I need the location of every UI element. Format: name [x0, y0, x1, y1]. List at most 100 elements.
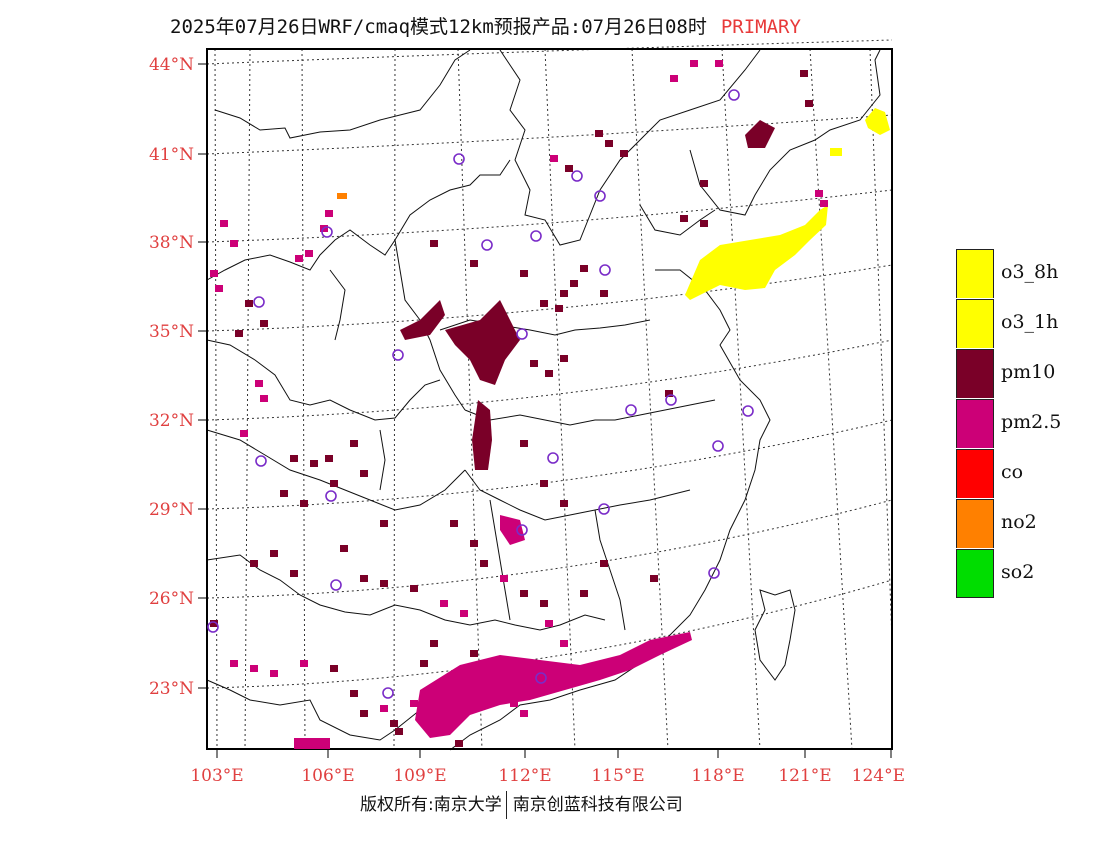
city-marker — [321, 226, 333, 238]
copyright-footer: 版权所有:南京大学 南京创蓝科技有限公司 — [360, 790, 683, 819]
pm10-cell — [360, 710, 368, 717]
pm10-cell — [470, 540, 478, 547]
plot-frame — [206, 48, 893, 750]
city-marker — [535, 672, 547, 684]
pollution-layer — [210, 60, 890, 749]
o3-area-bohai — [685, 205, 828, 300]
pm10-cell — [430, 240, 438, 247]
pm25-cell — [510, 700, 518, 707]
latitude-ticks: 44°N 41°N 38°N 35°N 32°N 29°N 26°N 23°N — [149, 55, 207, 699]
city-marker — [392, 349, 404, 361]
city-marker — [253, 296, 265, 308]
pm25-cell — [550, 155, 558, 162]
pm25-cell — [500, 575, 508, 582]
pm10-area-central — [445, 300, 520, 385]
pm10-cell — [350, 440, 358, 447]
pm10-cell — [540, 480, 548, 487]
pm25-cell — [715, 60, 723, 67]
pm10-cell — [350, 690, 358, 697]
pm10-cell — [330, 480, 338, 487]
legend-swatch — [956, 549, 994, 598]
pm10-cell — [450, 520, 458, 527]
pm10-cell — [580, 590, 588, 597]
legend-item: o3_1h — [956, 299, 1074, 349]
city-marker — [481, 239, 493, 251]
city-marker — [571, 170, 583, 182]
city-marker — [599, 264, 611, 276]
pm10-cell — [540, 600, 548, 607]
lat-label: 41°N — [149, 145, 194, 165]
footer-divider — [505, 791, 507, 819]
pm10-cell — [560, 500, 568, 507]
pm25-area-bottom — [294, 738, 330, 749]
graticule — [206, 39, 893, 751]
pm25-cell — [820, 200, 828, 207]
lon-label: 121°E — [778, 766, 831, 786]
pm10-cell — [595, 130, 603, 137]
pm25-cell — [520, 710, 528, 717]
legend-label: o3_8h — [1001, 261, 1059, 283]
pm10-cell — [340, 545, 348, 552]
pm25-cell — [460, 610, 468, 617]
lat-label: 38°N — [149, 233, 194, 253]
pm25-cell — [300, 660, 308, 667]
pm10-cell — [665, 390, 673, 397]
pm10-cell — [520, 270, 528, 277]
pm10-cell — [470, 260, 478, 267]
pm25-cell — [215, 285, 223, 292]
boundaries — [206, 49, 881, 751]
pm10-cell — [455, 740, 463, 747]
legend-swatch — [956, 349, 994, 398]
pollution-speckles — [210, 60, 828, 747]
pm25-cell — [210, 270, 218, 277]
lat-label: 29°N — [149, 500, 194, 520]
pm10-cell — [280, 490, 288, 497]
legend-item: co — [956, 449, 1074, 499]
pm25-cell — [690, 60, 698, 67]
legend-label: co — [1001, 461, 1024, 483]
longitude-ticks: 103°E 106°E 109°E 112°E 115°E 118°E 121°E 124°E — [190, 749, 905, 786]
pm10-cell — [545, 370, 553, 377]
city-marker — [665, 394, 677, 406]
city-marker — [453, 153, 465, 165]
pm10-area-corridor — [472, 400, 492, 470]
legend-item: o3_8h — [956, 249, 1074, 299]
pm10-cell — [700, 180, 708, 187]
o3-spot — [830, 148, 842, 156]
lon-label: 118°E — [691, 766, 744, 786]
legend: o3_8h o3_1h pm10 pm2.5 co no2 so2 — [956, 249, 1074, 599]
city-marker — [708, 567, 720, 579]
pm25-cell — [305, 250, 313, 257]
city-marker — [325, 490, 337, 502]
city-marker — [594, 190, 606, 202]
lat-label: 32°N — [149, 411, 194, 431]
pm10-cell — [805, 100, 813, 107]
chart-title: 2025年07月26日WRF/cmaq模式12km预报产品:07月26日08时 P… — [170, 12, 801, 39]
pm10-area-shaanxi — [400, 300, 445, 340]
pm10-cell — [430, 640, 438, 647]
city-marker — [728, 89, 740, 101]
city-marker — [382, 687, 394, 699]
lat-label: 23°N — [149, 679, 194, 699]
pm25-cell — [295, 255, 303, 262]
city-marker — [330, 579, 342, 591]
lat-label: 26°N — [149, 589, 194, 609]
pm10-cell — [395, 728, 403, 735]
primary-tag: PRIMARY — [720, 16, 801, 38]
pm25-cell — [545, 620, 553, 627]
city-marker — [255, 455, 267, 467]
pm25-cell — [500, 690, 508, 697]
city-marker — [530, 230, 542, 242]
pm25-cell — [325, 210, 333, 217]
legend-label: no2 — [1001, 511, 1037, 533]
pm10-cell — [570, 280, 578, 287]
pm10-cell — [600, 290, 608, 297]
lat-label: 35°N — [149, 322, 194, 342]
pm25-cell — [560, 640, 568, 647]
legend-label: o3_1h — [1001, 311, 1059, 333]
pm10-cell — [390, 720, 398, 727]
lat-label: 44°N — [149, 55, 194, 75]
pm10-cell — [555, 305, 563, 312]
pm10-cell — [290, 570, 298, 577]
pm10-cell — [410, 585, 418, 592]
